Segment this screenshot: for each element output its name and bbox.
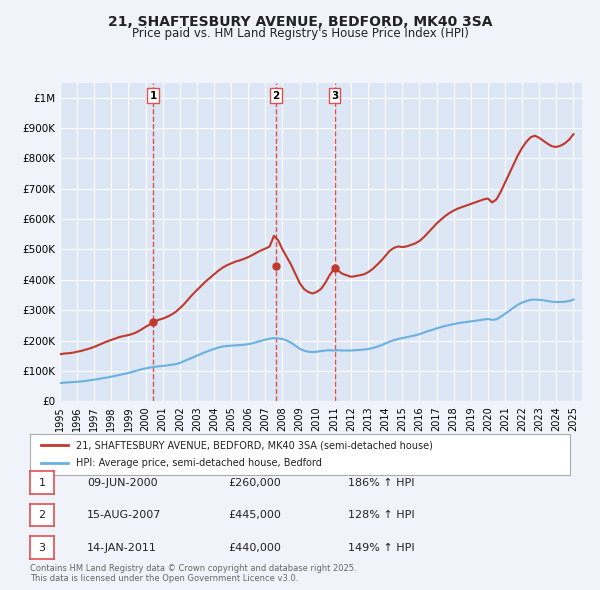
Text: 1: 1	[38, 478, 46, 487]
Text: 3: 3	[38, 543, 46, 552]
Text: HPI: Average price, semi-detached house, Bedford: HPI: Average price, semi-detached house,…	[76, 458, 322, 468]
Text: Contains HM Land Registry data © Crown copyright and database right 2025.
This d: Contains HM Land Registry data © Crown c…	[30, 563, 356, 583]
Text: 21, SHAFTESBURY AVENUE, BEDFORD, MK40 3SA: 21, SHAFTESBURY AVENUE, BEDFORD, MK40 3S…	[108, 15, 492, 29]
Text: £440,000: £440,000	[228, 543, 281, 552]
Text: £260,000: £260,000	[228, 478, 281, 487]
Text: £445,000: £445,000	[228, 510, 281, 520]
Text: 2: 2	[272, 90, 280, 100]
Text: 21, SHAFTESBURY AVENUE, BEDFORD, MK40 3SA (semi-detached house): 21, SHAFTESBURY AVENUE, BEDFORD, MK40 3S…	[76, 440, 433, 450]
Text: 3: 3	[331, 90, 338, 100]
Text: 15-AUG-2007: 15-AUG-2007	[87, 510, 161, 520]
Text: 09-JUN-2000: 09-JUN-2000	[87, 478, 158, 487]
Text: 14-JAN-2011: 14-JAN-2011	[87, 543, 157, 552]
Text: Price paid vs. HM Land Registry's House Price Index (HPI): Price paid vs. HM Land Registry's House …	[131, 27, 469, 40]
Text: 2: 2	[38, 510, 46, 520]
Text: 1: 1	[149, 90, 157, 100]
Text: 149% ↑ HPI: 149% ↑ HPI	[348, 543, 415, 552]
Text: 186% ↑ HPI: 186% ↑ HPI	[348, 478, 415, 487]
Text: 128% ↑ HPI: 128% ↑ HPI	[348, 510, 415, 520]
